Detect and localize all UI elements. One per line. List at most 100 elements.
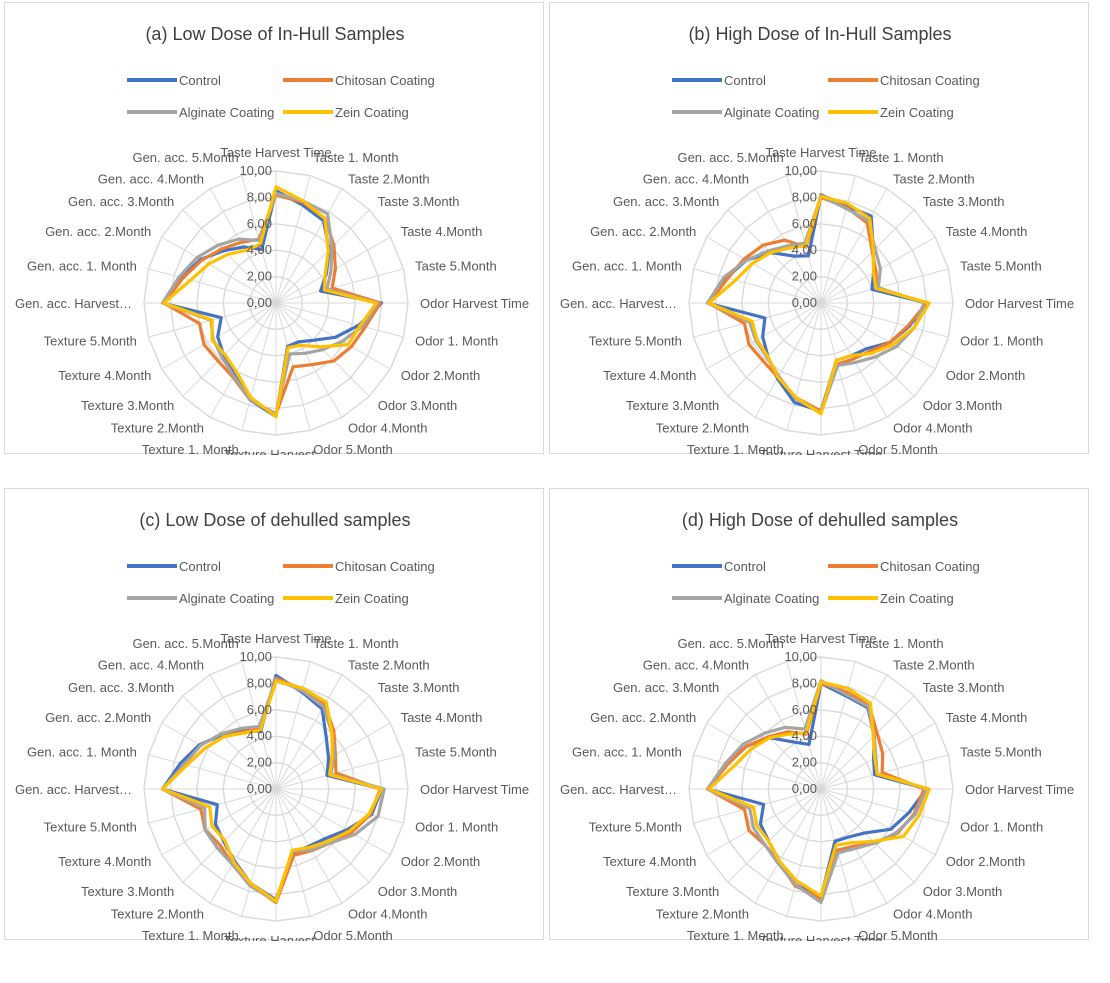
tick-label: 8,00 — [792, 189, 817, 204]
axis-label: Gen. acc. Harvest… — [15, 782, 132, 797]
axis-label: Odor 3.Month — [923, 884, 1003, 899]
legend-label: Control — [179, 73, 221, 88]
chart-title: (a) Low Dose of In-Hull Samples — [145, 24, 404, 44]
axis-label: Taste 1. Month — [313, 150, 398, 165]
tick-label: 8,00 — [247, 675, 272, 690]
axis-label: Texture 4.Month — [603, 854, 696, 869]
axis-label: Gen. acc. 5.Month — [132, 150, 238, 165]
legend-label: Chitosan Coating — [880, 73, 980, 88]
grid-spoke — [820, 302, 936, 370]
grid-spoke — [161, 722, 277, 790]
axis-label: Taste Harvest Time — [765, 631, 876, 646]
radar-chart-svg: (c) Low Dose of dehulled samples Control C… — [15, 510, 529, 941]
axis-label: Texture 2.Month — [656, 421, 749, 436]
grid-spoke — [275, 788, 370, 883]
axis-label: Gen. acc. Harvest… — [15, 296, 132, 311]
axis-label: Gen. acc. 3.Month — [68, 680, 174, 695]
axis-label: Taste 1. Month — [313, 636, 398, 651]
tick-label: 2,00 — [247, 755, 272, 770]
grid-spoke — [727, 209, 822, 304]
axis-label: Texture Harvest Time — [760, 447, 883, 455]
axis-label: Gen. acc. 3.Month — [613, 680, 719, 695]
axis-label: Odor 5.Month — [313, 928, 393, 941]
axis-label: Odor 4.Month — [893, 421, 973, 436]
legend-label: Chitosan Coating — [335, 73, 435, 88]
series-line — [707, 194, 931, 416]
grid-spoke — [148, 754, 277, 790]
chart-panel-a: (a) Low Dose of In-Hull Samples Control Ch… — [4, 2, 544, 455]
grid-spoke — [727, 695, 822, 790]
axis-label: Texture 4.Month — [58, 854, 151, 869]
grid-spoke — [706, 788, 822, 856]
axis-label: Odor 3.Month — [378, 884, 458, 899]
axis-label: Texture 5.Month — [44, 333, 137, 348]
grid-spoke — [182, 302, 277, 397]
axis-label: Taste 5.Month — [415, 745, 497, 760]
tick-label: 4,00 — [792, 242, 817, 257]
axis-label: Gen. acc. 5.Month — [677, 150, 783, 165]
axis-label: Taste 5.Month — [415, 259, 497, 274]
legend-label: Alginate Coating — [724, 105, 819, 120]
legend-label: Chitosan Coating — [335, 559, 435, 574]
axis-label: Taste 3.Month — [923, 680, 1005, 695]
grid-spoke — [820, 188, 888, 304]
axis-label: Taste 4.Month — [401, 710, 483, 725]
grid-spoke — [820, 674, 888, 790]
axis-label: Gen. acc. 4.Month — [98, 171, 204, 186]
grid-spoke — [275, 788, 404, 824]
legend-label: Alginate Coating — [179, 105, 274, 120]
axis-label: Texture Harvest… — [224, 933, 328, 941]
axis-label: Taste Harvest Time — [220, 145, 331, 160]
axis-label: Gen. acc. 3.Month — [613, 194, 719, 209]
tick-label: 2,00 — [792, 269, 817, 284]
grid-spoke — [820, 695, 915, 790]
axis-label: Texture 1. Month — [142, 928, 239, 941]
tick-label: 2,00 — [247, 269, 272, 284]
axis-label: Odor Harvest Time — [420, 296, 529, 311]
axis-label: Odor 4.Month — [348, 421, 428, 436]
tick-label: 6,00 — [792, 216, 817, 231]
axis-label: Taste 1. Month — [858, 636, 943, 651]
axis-label: Odor Harvest Time — [965, 782, 1074, 797]
axis-label: Texture 5.Month — [589, 819, 682, 834]
axis-label: Odor 1. Month — [960, 333, 1043, 348]
grid-spoke — [161, 788, 277, 856]
tick-label: 6,00 — [247, 216, 272, 231]
legend-label: Zein Coating — [335, 591, 409, 606]
legend-label: Zein Coating — [880, 591, 954, 606]
grid-spoke — [820, 722, 936, 790]
axis-label: Gen. acc. 2.Month — [45, 224, 151, 239]
grid-spoke — [820, 268, 949, 304]
axis-label: Gen. acc. 2.Month — [590, 710, 696, 725]
axis-label: Odor 4.Month — [893, 907, 973, 922]
grid-spoke — [148, 268, 277, 304]
chart-title: (d) High Dose of dehulled samples — [682, 510, 958, 530]
tick-label: 4,00 — [247, 728, 272, 743]
axis-label: Gen. acc. Harvest… — [560, 782, 677, 797]
chart-panel-c: (c) Low Dose of dehulled samples Control C… — [4, 488, 544, 941]
grid-spoke — [706, 236, 822, 304]
axis-label: Odor 2.Month — [401, 854, 481, 869]
axis-label: Gen. acc. 4.Month — [643, 657, 749, 672]
axis-label: Gen. acc. 4.Month — [98, 657, 204, 672]
grid-spoke — [706, 722, 822, 790]
axis-label: Gen. acc. 3.Month — [68, 194, 174, 209]
legend-label: Chitosan Coating — [880, 559, 980, 574]
grid-spoke — [786, 788, 822, 917]
axis-label: Texture 3.Month — [626, 884, 719, 899]
axis-label: Gen. acc. 1. Month — [27, 745, 137, 760]
tick-label: 0,00 — [247, 295, 272, 310]
grid-spoke — [275, 188, 343, 304]
axis-label: Taste 5.Month — [960, 745, 1042, 760]
axis-label: Texture Harvest… — [224, 447, 328, 455]
axis-label: Texture 3.Month — [81, 398, 174, 413]
axis-label: Texture Harvest Time — [760, 933, 883, 941]
axis-label: Odor 5.Month — [858, 928, 938, 941]
legend-label: Control — [724, 73, 766, 88]
tick-label: 10,00 — [239, 163, 272, 178]
tick-label: 6,00 — [792, 702, 817, 717]
axis-label: Odor 5.Month — [313, 442, 393, 455]
axis-label: Texture 2.Month — [111, 421, 204, 436]
axis-label: Texture 3.Month — [626, 398, 719, 413]
series-line — [160, 679, 384, 903]
